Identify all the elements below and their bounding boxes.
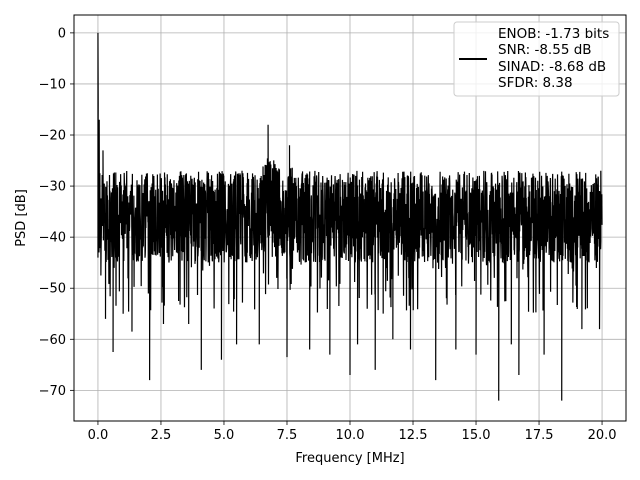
y-axis-label: PSD [dB] (14, 189, 29, 247)
series-group (97, 32, 603, 401)
legend-entry-sfdr: SFDR: 8.38 (498, 75, 573, 91)
y-axis-ticks: 0 −10 −20 −30 −40 −50 −60 −70 (39, 26, 74, 399)
y-tick-label: −40 (39, 231, 66, 246)
x-tick-label: 0.0 (88, 428, 109, 443)
x-tick-label: 12.5 (399, 428, 428, 443)
y-tick-label: −70 (39, 384, 66, 399)
x-tick-label: 7.5 (277, 428, 298, 443)
x-tick-label: 10.0 (336, 428, 365, 443)
y-tick-label: −20 (39, 129, 66, 144)
x-tick-label: 15.0 (462, 428, 491, 443)
y-tick-label: −10 (39, 77, 66, 92)
y-tick-label: −50 (39, 282, 66, 297)
x-tick-label: 2.5 (151, 428, 172, 443)
legend-box (453, 21, 620, 97)
y-tick-label: 0 (58, 26, 66, 41)
legend-entry-enob: ENOB: -1.73 bits (498, 26, 609, 42)
x-axis-ticks: 0.0 2.5 5.0 7.5 10.0 12.5 15.0 17.5 20.0 (88, 421, 617, 443)
x-tick-label: 17.5 (525, 428, 554, 443)
x-tick-label: 20.0 (588, 428, 617, 443)
legend-entry-snr: SNR: -8.55 dB (498, 42, 592, 58)
legend-entry-sinad: SINAD: -8.68 dB (498, 59, 606, 75)
legend: ENOB: -1.73 bits SNR: -8.55 dB SINAD: -8… (453, 21, 620, 97)
x-axis-label: Frequency [MHz] (295, 451, 404, 466)
y-tick-label: −30 (39, 180, 66, 195)
y-tick-label: −60 (39, 333, 66, 348)
x-tick-label: 5.0 (214, 428, 235, 443)
psd-series-line (97, 32, 603, 401)
